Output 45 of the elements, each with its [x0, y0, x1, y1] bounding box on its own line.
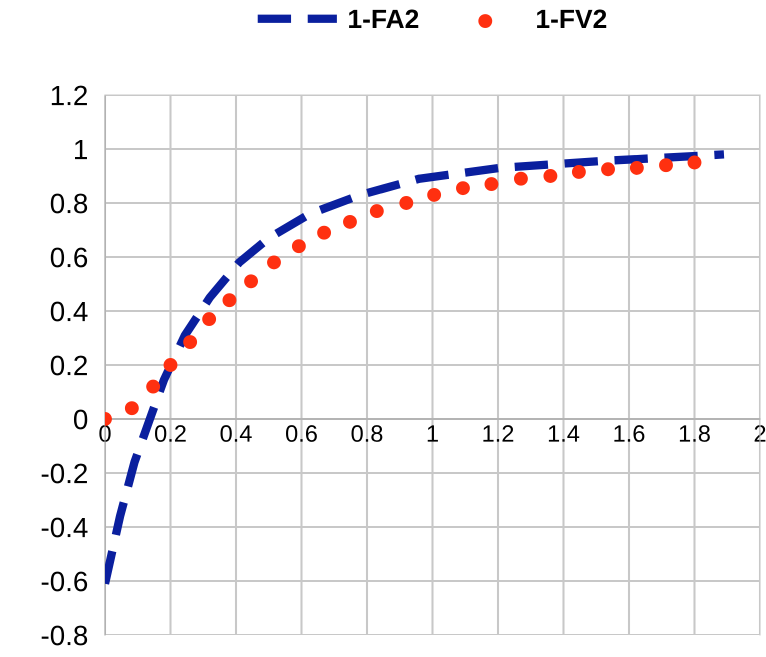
point — [202, 312, 216, 326]
point — [267, 255, 281, 270]
x-tick-label: 0.6 — [286, 425, 317, 442]
y-tick-label: 0.8 — [50, 194, 88, 214]
point — [183, 335, 198, 349]
y-tick-label: 1.2 — [52, 86, 87, 106]
legend-label: 1-FV2 — [537, 10, 606, 28]
y-tick-label: -0.6 — [42, 572, 88, 592]
point — [146, 380, 160, 394]
y-tick-label: 0.6 — [50, 248, 88, 268]
x-tick-label: 1.6 — [614, 425, 644, 442]
point — [427, 188, 442, 202]
y-tick-label: 0.4 — [50, 302, 88, 322]
point — [399, 196, 414, 210]
point — [343, 214, 357, 229]
y-tick-label: -0.2 — [42, 464, 87, 484]
y-tick-label: 0.2 — [50, 356, 87, 376]
y-tick-label: 1 — [75, 140, 87, 160]
point — [292, 239, 306, 254]
point — [543, 169, 558, 183]
point — [659, 158, 673, 172]
x-tick-label: 0.8 — [352, 425, 382, 442]
point — [688, 156, 702, 170]
x-tick-label: 1.2 — [483, 425, 514, 442]
x-tick-label: 1 — [428, 425, 438, 442]
x-tick-label: 0.2 — [155, 425, 186, 442]
point — [484, 177, 498, 192]
point — [601, 162, 615, 176]
y-tick-label: -0.8 — [42, 626, 88, 646]
point — [630, 160, 644, 175]
point — [124, 401, 139, 416]
point — [317, 226, 332, 240]
point — [456, 181, 470, 196]
x-tick-label: 0.4 — [220, 425, 252, 442]
point — [164, 358, 178, 372]
point — [244, 274, 258, 288]
legend-label: 1-FA2 — [349, 10, 418, 28]
y-tick-label: 0 — [74, 410, 88, 430]
point — [572, 165, 586, 179]
x-tick-label: 1.8 — [680, 425, 710, 442]
point — [370, 204, 384, 218]
y-tick-label: -0.4 — [42, 518, 88, 538]
point — [514, 172, 528, 186]
point — [222, 293, 236, 308]
x-tick-label: 1.4 — [548, 425, 580, 442]
